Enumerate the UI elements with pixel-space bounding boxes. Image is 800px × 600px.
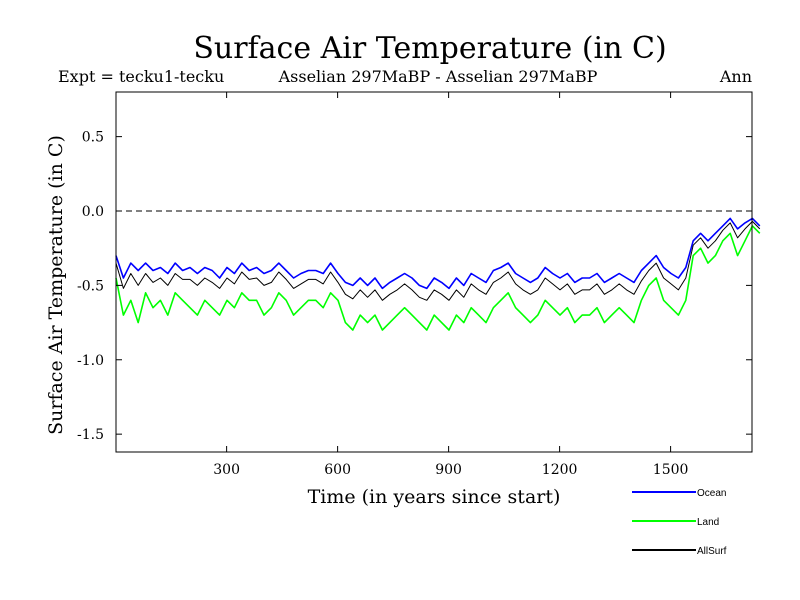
- series-group: [115, 217, 761, 331]
- series-line-ocean: [115, 217, 761, 290]
- y-tick-label: -1.5: [77, 427, 104, 443]
- x-tick-label: 1200: [542, 462, 578, 478]
- chart-subtitle-center: Asselian 297MaBP - Asselian 297MaBP: [278, 67, 598, 86]
- x-tick-label: 900: [435, 462, 462, 478]
- plot-area: 300 600 900 1200 1500 0.5 0.0 -0.5 -1.0 -1.5: [77, 91, 761, 478]
- chart-subtitle-right: Ann: [719, 67, 752, 86]
- y-tick-label: 0.0: [82, 204, 104, 220]
- chart-subtitle-left: Expt = tecku1-tecku: [58, 67, 224, 86]
- y-axis-label: Surface Air Temperature (in C): [45, 135, 67, 435]
- y-tick-label: -0.5: [77, 278, 104, 294]
- series-line-allsurf: [115, 220, 761, 301]
- x-axis-ticks: 300 600 900 1200 1500: [213, 92, 688, 478]
- x-axis-label: Time (in years since start): [308, 486, 561, 508]
- series-line-land: [115, 225, 761, 331]
- y-tick-label: -1.0: [77, 353, 104, 369]
- x-tick-label: 600: [324, 462, 351, 478]
- legend-label-allsurf: AllSurf: [697, 546, 727, 557]
- legend-label-land: Land: [697, 517, 719, 528]
- legend: Ocean Land AllSurf: [632, 488, 727, 557]
- chart-title: Surface Air Temperature (in C): [193, 31, 666, 66]
- y-axis-ticks: 0.5 0.0 -0.5 -1.0 -1.5: [77, 130, 752, 443]
- y-tick-label: 0.5: [82, 130, 104, 146]
- x-tick-label: 300: [213, 462, 240, 478]
- legend-label-ocean: Ocean: [697, 488, 726, 499]
- plot-frame: [115, 91, 753, 453]
- x-tick-label: 1500: [653, 462, 689, 478]
